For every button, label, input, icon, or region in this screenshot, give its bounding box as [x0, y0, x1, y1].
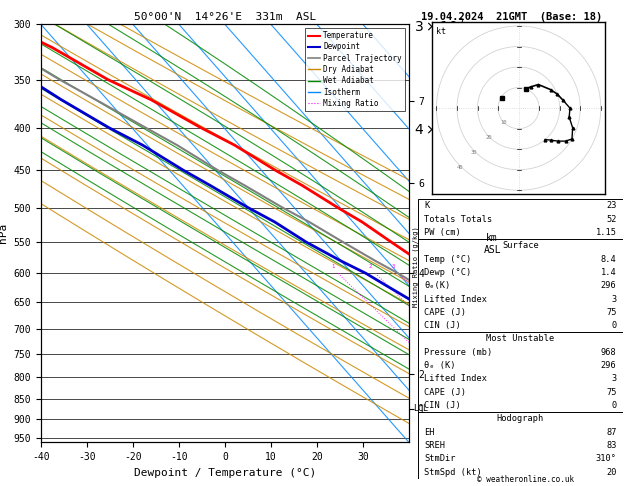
Text: 87: 87 [606, 428, 616, 436]
Text: Totals Totals: Totals Totals [425, 215, 493, 224]
Text: LCL: LCL [413, 404, 428, 414]
Text: Mixing Ratio (g/kg): Mixing Ratio (g/kg) [413, 226, 419, 307]
X-axis label: Dewpoint / Temperature (°C): Dewpoint / Temperature (°C) [134, 468, 316, 478]
Text: 1.15: 1.15 [596, 228, 616, 237]
Text: Pressure (mb): Pressure (mb) [425, 348, 493, 357]
Text: θₑ (K): θₑ (K) [425, 361, 456, 370]
Y-axis label: hPa: hPa [0, 223, 8, 243]
Text: Lifted Index: Lifted Index [425, 374, 487, 383]
Text: 83: 83 [606, 441, 616, 450]
Text: StmDir: StmDir [425, 454, 456, 463]
Text: 4: 4 [409, 263, 412, 269]
Text: 52: 52 [606, 215, 616, 224]
Text: K: K [425, 201, 430, 210]
Text: 20: 20 [606, 468, 616, 477]
Text: CIN (J): CIN (J) [425, 321, 461, 330]
Legend: Temperature, Dewpoint, Parcel Trajectory, Dry Adiabat, Wet Adiabat, Isotherm, Mi: Temperature, Dewpoint, Parcel Trajectory… [305, 28, 405, 111]
Text: CIN (J): CIN (J) [425, 401, 461, 410]
Text: 40: 40 [456, 165, 463, 170]
Text: Lifted Index: Lifted Index [425, 295, 487, 304]
Text: Hodograph: Hodograph [497, 415, 544, 423]
Text: StmSpd (kt): StmSpd (kt) [425, 468, 482, 477]
Title: 50°00'N  14°26'E  331m  ASL: 50°00'N 14°26'E 331m ASL [134, 12, 316, 22]
Y-axis label: km
ASL: km ASL [484, 233, 501, 255]
Text: CAPE (J): CAPE (J) [425, 308, 467, 317]
Text: CAPE (J): CAPE (J) [425, 388, 467, 397]
Text: 296: 296 [601, 281, 616, 290]
Text: 0: 0 [611, 401, 616, 410]
Text: 3: 3 [611, 295, 616, 304]
Text: 75: 75 [606, 388, 616, 397]
Text: 1.4: 1.4 [601, 268, 616, 277]
Text: θₑ(K): θₑ(K) [425, 281, 450, 290]
Text: 2: 2 [369, 263, 372, 269]
Text: Surface: Surface [502, 242, 539, 250]
Text: 310°: 310° [596, 454, 616, 463]
Text: 1: 1 [331, 263, 335, 269]
Text: Dewp (°C): Dewp (°C) [425, 268, 472, 277]
Text: 30: 30 [471, 150, 477, 155]
Text: 19.04.2024  21GMT  (Base: 18): 19.04.2024 21GMT (Base: 18) [421, 12, 603, 22]
Text: 23: 23 [606, 201, 616, 210]
Text: SREH: SREH [425, 441, 445, 450]
Text: EH: EH [425, 428, 435, 436]
Text: kt: kt [436, 27, 446, 36]
Text: Most Unstable: Most Unstable [486, 334, 555, 344]
Text: Temp (°C): Temp (°C) [425, 255, 472, 263]
Text: 3: 3 [611, 374, 616, 383]
Text: 3: 3 [392, 263, 395, 269]
Text: 20: 20 [486, 135, 493, 140]
Text: 10: 10 [501, 121, 507, 125]
Text: PW (cm): PW (cm) [425, 228, 461, 237]
Text: © weatheronline.co.uk: © weatheronline.co.uk [477, 474, 574, 484]
Text: 296: 296 [601, 361, 616, 370]
Text: 968: 968 [601, 348, 616, 357]
Text: 75: 75 [606, 308, 616, 317]
Text: 8.4: 8.4 [601, 255, 616, 263]
Text: 0: 0 [611, 321, 616, 330]
